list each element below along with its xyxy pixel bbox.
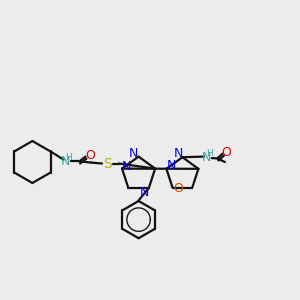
Text: N: N — [174, 147, 183, 160]
Text: N: N — [122, 160, 131, 173]
Text: O: O — [222, 146, 231, 159]
Text: N: N — [167, 159, 176, 172]
Text: N: N — [129, 147, 139, 160]
Text: H: H — [206, 149, 213, 158]
Text: O: O — [173, 182, 183, 195]
Text: H: H — [65, 153, 72, 162]
Text: N: N — [202, 151, 211, 164]
Text: O: O — [85, 148, 94, 162]
Text: S: S — [103, 157, 112, 170]
Text: N: N — [61, 155, 70, 168]
Text: N: N — [139, 186, 149, 199]
